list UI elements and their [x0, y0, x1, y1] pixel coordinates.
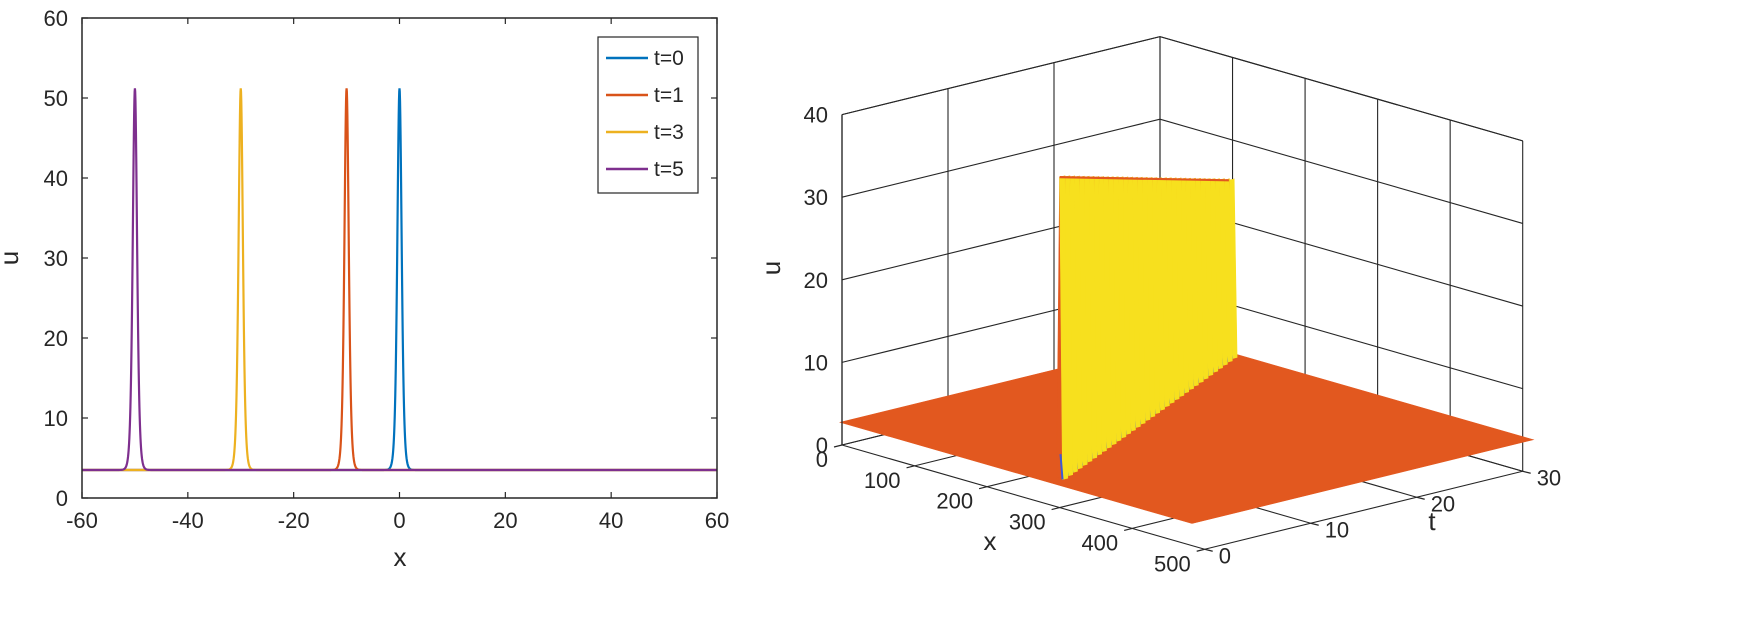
- x-tick-label: 500: [1154, 551, 1191, 576]
- x-tick-label: 0: [816, 447, 828, 472]
- left-xtick-label: -40: [172, 508, 204, 533]
- ridge-crest: [1059, 176, 1229, 182]
- z-tick-label: 0: [816, 433, 828, 458]
- left-ytick-label: 10: [44, 406, 68, 431]
- ridge-base-shade: [1059, 454, 1064, 480]
- z-tick-label: 20: [804, 268, 828, 293]
- left-ytick-label: 40: [44, 166, 68, 191]
- grid-line: [1204, 470, 1523, 550]
- t-tick-mark: [1522, 470, 1531, 474]
- t-tick-mark: [1416, 496, 1425, 500]
- left-ytick-label: 20: [44, 326, 68, 351]
- legend-label: t=1: [654, 84, 684, 107]
- left-ticks: -60 -40 -20 0 20 40 60 0 10 20 30 40 50 60: [44, 6, 730, 533]
- legend-box: [597, 36, 699, 194]
- grid-line: [1159, 118, 1523, 224]
- x-tick-mark: [833, 444, 843, 448]
- left-xtick-label: 40: [599, 508, 623, 533]
- x-tick-mark: [1196, 548, 1205, 552]
- legend-label: t=5: [654, 158, 684, 181]
- right-zlabel: u: [756, 261, 786, 275]
- series-line-t=5: [82, 88, 717, 472]
- x-tick-label: 100: [864, 468, 901, 493]
- legend-label: t=3: [654, 121, 684, 144]
- x-tick-label: 400: [1081, 530, 1118, 555]
- left-xtick-label: -60: [66, 508, 98, 533]
- left-ylabel: u: [0, 251, 24, 265]
- right-tlabel: t: [1428, 506, 1436, 536]
- left-xtick-label: -20: [278, 508, 310, 533]
- left-xlabel: x: [394, 542, 407, 572]
- left-xtick-label: 60: [705, 508, 729, 533]
- legend: t=0 t=1 t=3 t=5: [597, 36, 699, 194]
- ridge-front-face: [1059, 175, 1069, 480]
- left-ytick-label: 30: [44, 246, 68, 271]
- x-tick-mark: [1124, 527, 1133, 531]
- legend-label: t=0: [654, 47, 684, 70]
- x-tick-mark: [906, 465, 915, 469]
- left-ytick-label: 60: [44, 6, 68, 31]
- x-tick-label: 300: [1009, 510, 1046, 535]
- left-line-chart: -60 -40 -20 0 20 40 60 0 10 20 30 40 50 60 x u t=0 t=1…: [0, 6, 729, 572]
- right-xlabel: x: [984, 526, 997, 556]
- left-xtick-label: 20: [493, 508, 517, 533]
- x-tick-label: 200: [936, 489, 973, 514]
- axis-edge: [1159, 36, 1523, 142]
- grid-line: [841, 444, 1205, 550]
- left-series-lines: [82, 88, 717, 472]
- t-tick-label: 20: [1431, 491, 1455, 516]
- left-xtick-label: 0: [393, 508, 405, 533]
- z-tick-label: 40: [804, 103, 828, 128]
- t-tick-label: 10: [1325, 517, 1349, 542]
- grid-line: [841, 118, 1161, 198]
- left-ytick-label: 50: [44, 86, 68, 111]
- t-tick-label: 0: [1219, 543, 1231, 568]
- t-tick-mark: [1310, 522, 1319, 526]
- z-tick-label: 10: [804, 350, 828, 375]
- right-surface: [839, 175, 1535, 524]
- t-tick-label: 30: [1537, 465, 1561, 490]
- z-tick-label: 30: [804, 185, 828, 210]
- axis-edge: [841, 36, 1161, 116]
- x-tick-mark: [1051, 506, 1060, 511]
- x-tick-mark: [978, 486, 988, 490]
- left-ytick-label: 0: [56, 486, 68, 511]
- t-tick-mark: [1204, 548, 1213, 552]
